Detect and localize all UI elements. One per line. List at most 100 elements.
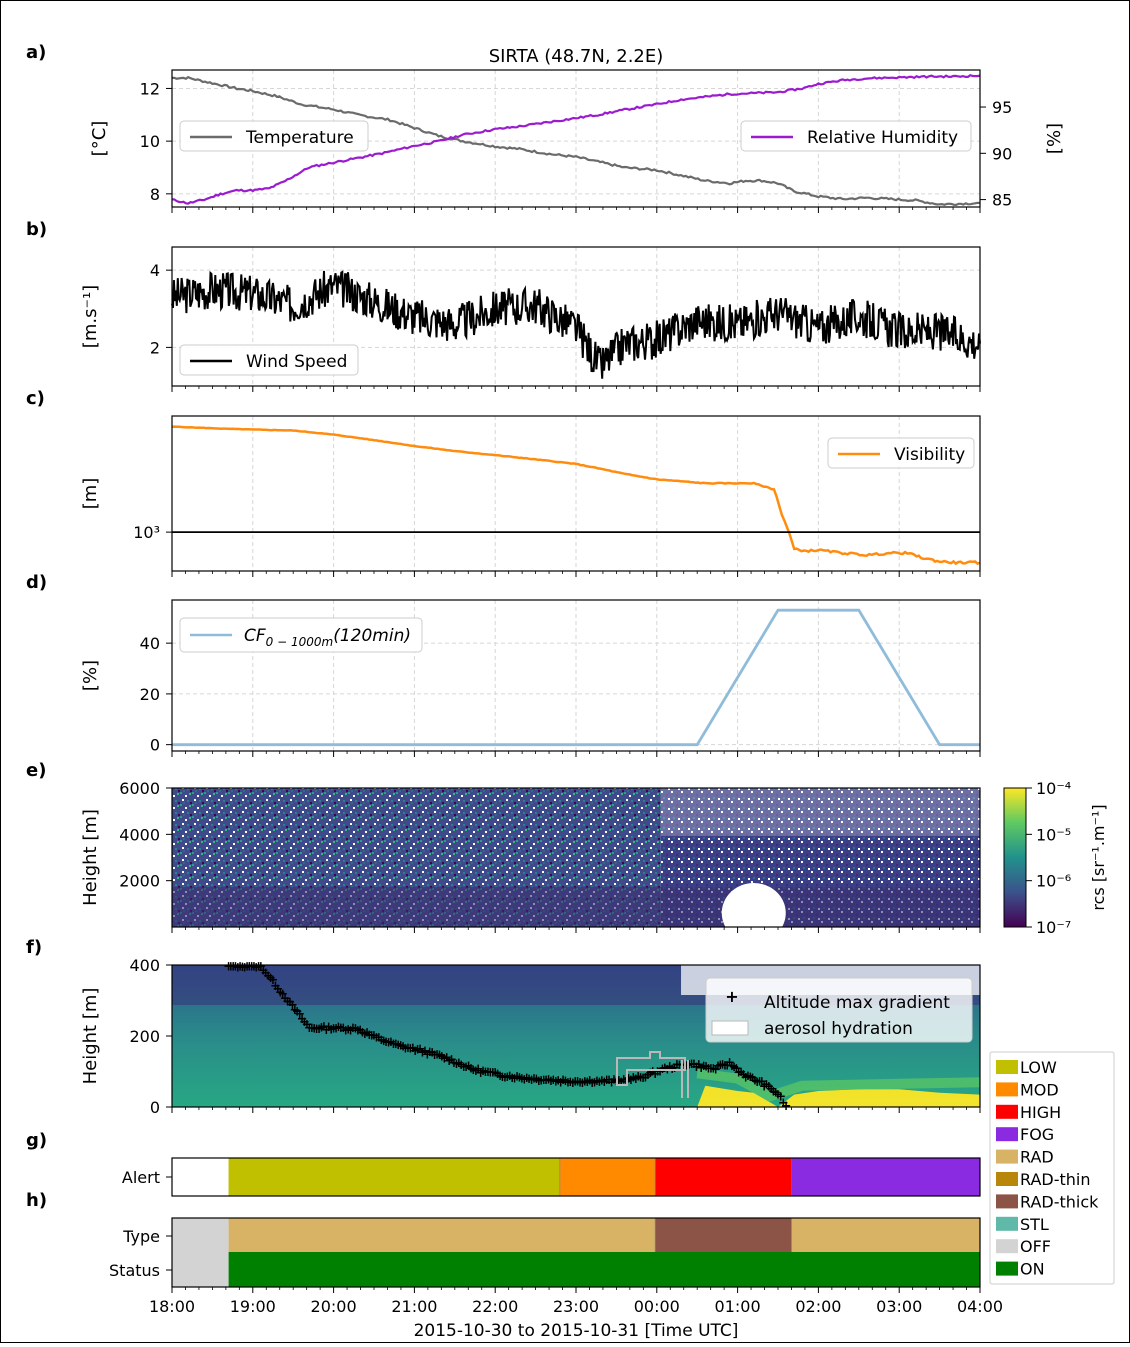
- gradient-marker: +: [674, 1058, 685, 1073]
- gradient-marker: +: [249, 960, 260, 975]
- gradient-marker: +: [275, 985, 286, 1000]
- gradient-marker: +: [228, 960, 239, 975]
- gradient-marker: +: [582, 1075, 593, 1090]
- gradient-marker: +: [297, 1012, 308, 1027]
- gradient-marker: +: [402, 1041, 413, 1056]
- gradient-marker: +: [412, 1042, 423, 1057]
- gradient-marker: +: [719, 1059, 730, 1074]
- gradient-marker: +: [439, 1051, 450, 1066]
- gradient-marker: +: [323, 1020, 334, 1035]
- legend-label: RAD: [1020, 1148, 1054, 1167]
- hydration-outline: [616, 1051, 689, 1098]
- gradient-marker: +: [778, 1096, 789, 1111]
- gradient-marker: +: [577, 1076, 588, 1091]
- y-axis-label: [m.s⁻¹]: [80, 285, 101, 348]
- gradient-marker: +: [567, 1076, 578, 1091]
- alert-segment: [655, 1158, 792, 1196]
- gradient-marker: +: [698, 1059, 709, 1074]
- panel-letter: b): [26, 219, 47, 240]
- gradient-marker: +: [766, 1082, 777, 1097]
- colorbar-label: rcs [sr⁻¹.m⁻¹]: [1089, 804, 1108, 910]
- gradient-marker: +: [519, 1072, 530, 1087]
- panel-letter: e): [26, 760, 46, 781]
- type-segment: [228, 1218, 656, 1252]
- legend-swatch: [996, 1194, 1018, 1209]
- gradient-marker: +: [482, 1065, 493, 1080]
- gradient-marker: +: [502, 1070, 513, 1085]
- gradient-marker: +: [422, 1047, 433, 1062]
- gradient-marker: +: [575, 1076, 586, 1091]
- gradient-marker: +: [768, 1085, 779, 1100]
- gradient-marker: +: [584, 1074, 595, 1089]
- gradient-marker: +: [446, 1053, 457, 1068]
- gradient-marker: +: [599, 1075, 610, 1090]
- alert-segment: [559, 1158, 656, 1196]
- gradient-marker: +: [524, 1072, 535, 1087]
- gradient-marker: +: [246, 960, 257, 975]
- gradient-marker: +: [456, 1058, 467, 1073]
- gradient-marker: +: [492, 1067, 503, 1082]
- panel-g-alert: g) Alert: [26, 1130, 981, 1197]
- gradient-marker: +: [529, 1071, 540, 1086]
- legend-box: [179, 120, 369, 152]
- panel-b-wind: b) 2 4 [m.s⁻¹] Wind Speed: [26, 219, 981, 392]
- x-tick-label: 21:00: [391, 1297, 437, 1316]
- gradient-marker: +: [398, 1039, 409, 1054]
- y-tick-label: 10³: [133, 523, 160, 542]
- noise-upper-band: [660, 788, 980, 836]
- legend-swatch: [996, 1060, 1018, 1074]
- gradient-marker: +: [270, 979, 281, 994]
- y2-tick-label: 90: [992, 144, 1012, 163]
- gradient-marker: +: [304, 1021, 315, 1036]
- gradient-marker: +: [338, 1021, 349, 1036]
- gradient-marker: +: [533, 1074, 544, 1089]
- gradient-marker: +: [390, 1037, 401, 1052]
- gradient-marker: +: [553, 1074, 564, 1089]
- gradient-marker: +: [429, 1048, 440, 1063]
- colorbar: [1003, 787, 1027, 928]
- gradient-marker: +: [604, 1073, 615, 1088]
- wind-speed-line: [171, 270, 981, 379]
- colorbar-tick-label: 10⁻⁵: [1036, 825, 1071, 844]
- gradient-marker: +: [775, 1089, 786, 1104]
- x-tick-label: 04:00: [957, 1297, 1003, 1316]
- gradient-marker: +: [514, 1071, 525, 1086]
- visibility-line: [171, 425, 981, 566]
- legend-marker: +: [725, 987, 738, 1006]
- legend-box: [827, 437, 975, 469]
- gradient-marker: +: [434, 1048, 445, 1063]
- gradient-marker: +: [747, 1071, 758, 1086]
- gradient-marker: +: [441, 1050, 452, 1065]
- gradient-marker: +: [773, 1087, 784, 1102]
- legend-swatch: [996, 1149, 1018, 1164]
- legend-label: RAD-thin: [1020, 1170, 1091, 1189]
- panel-f-lowlevel-backscatter: f)++++++++++++++++++++++++++++++++++++++…: [26, 937, 981, 1117]
- gradient-marker: +: [314, 1022, 325, 1037]
- gradient-marker: +: [589, 1076, 600, 1091]
- gradient-marker: +: [596, 1073, 607, 1088]
- gradient-marker: +: [318, 1019, 329, 1034]
- gradient-marker: +: [672, 1058, 683, 1073]
- gradient-marker: +: [427, 1045, 438, 1060]
- legend-swatch: [996, 1261, 1018, 1276]
- gradient-marker: +: [369, 1029, 380, 1044]
- gradient-marker: +: [268, 973, 279, 988]
- gradient-marker: +: [504, 1069, 515, 1084]
- y-tick-label: Alert: [122, 1168, 160, 1187]
- gradient-marker: +: [306, 1021, 317, 1036]
- gradient-marker: +: [470, 1064, 481, 1079]
- gradient-marker: +: [237, 960, 248, 975]
- gradient-marker: +: [745, 1070, 756, 1085]
- panel-c-visibility: c) 10³ [m] Visibility: [26, 388, 981, 577]
- gradient-marker: +: [381, 1035, 392, 1050]
- gradient-marker: +: [265, 971, 276, 986]
- legend-swatch: [996, 1239, 1018, 1254]
- gradient-marker: +: [350, 1022, 361, 1037]
- legend-box: [179, 344, 359, 376]
- x-axis-label: 2015-10-30 to 2015-10-31 [Time UTC]: [414, 1321, 739, 1341]
- x-tick-label: 03:00: [876, 1297, 922, 1316]
- gradient-marker: +: [495, 1069, 506, 1084]
- backscatter-lowlayer: [172, 887, 980, 927]
- gradient-marker: +: [710, 1062, 721, 1077]
- gradient-marker: +: [410, 1044, 421, 1059]
